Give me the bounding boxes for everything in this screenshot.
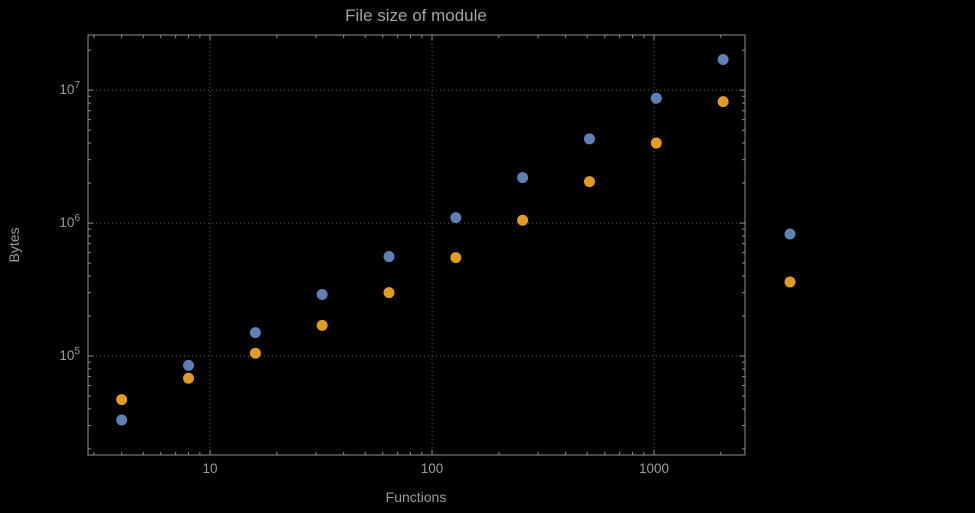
x-axis-label: Functions <box>385 489 447 505</box>
data-point-blue-series <box>650 92 662 104</box>
legend-marker-orange-series <box>784 276 796 288</box>
data-point-blue-series <box>717 54 729 66</box>
data-point-orange-series <box>650 137 662 149</box>
data-point-blue-series <box>249 327 261 339</box>
data-point-blue-series <box>450 212 462 224</box>
data-point-orange-series <box>517 214 529 226</box>
data-point-orange-series <box>450 252 462 264</box>
y-tick-label: 106 <box>59 213 80 230</box>
data-point-blue-series <box>583 133 595 145</box>
data-point-orange-series <box>383 287 395 299</box>
y-tick-label: 105 <box>59 346 80 363</box>
data-point-blue-series <box>316 289 328 301</box>
data-point-orange-series <box>249 347 261 359</box>
y-tick-label: 107 <box>59 80 80 97</box>
data-point-blue-series <box>116 414 128 426</box>
data-point-blue-series <box>383 251 395 263</box>
data-point-blue-series <box>517 172 529 184</box>
data-point-orange-series <box>583 176 595 188</box>
data-point-blue-series <box>183 359 195 371</box>
legend-marker-blue-series <box>784 228 796 240</box>
x-tick-label: 1000 <box>639 461 669 476</box>
data-point-orange-series <box>717 96 729 108</box>
y-axis-label: Bytes <box>6 227 22 263</box>
data-point-orange-series <box>316 319 328 331</box>
x-tick-label: 10 <box>203 461 218 476</box>
plot-frame <box>87 34 746 456</box>
x-tick-label: 100 <box>421 461 444 476</box>
chart-title: File size of module <box>345 6 487 25</box>
data-point-orange-series <box>183 372 195 384</box>
data-point-orange-series <box>116 394 128 406</box>
